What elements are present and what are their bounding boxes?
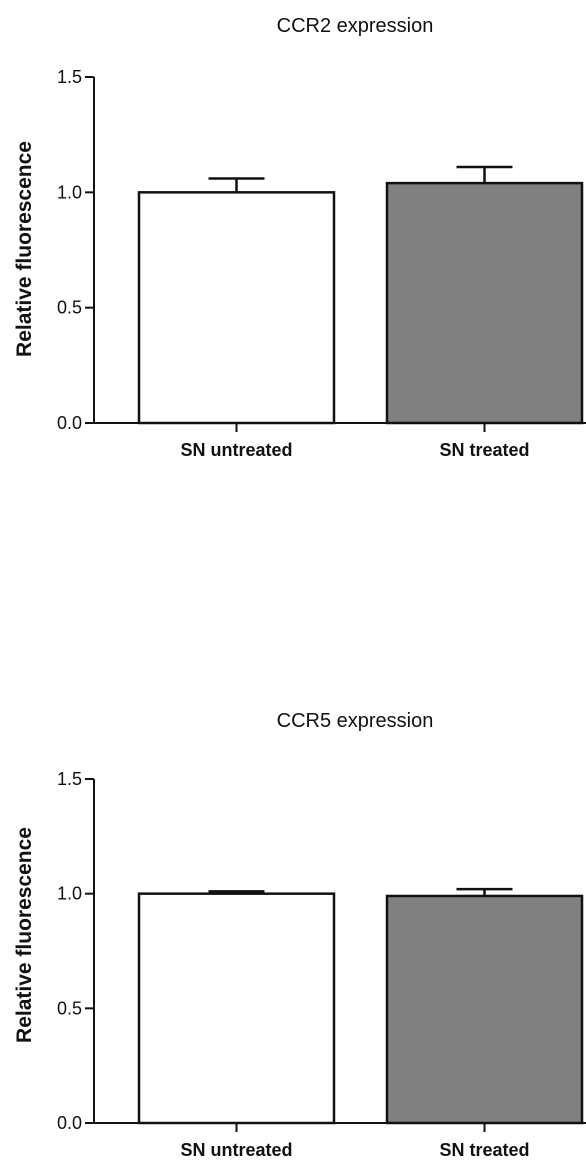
x-tick-label: SN untreated bbox=[180, 440, 292, 460]
y-tick-label: 1.5 bbox=[57, 67, 82, 87]
chart-marks: 0.0 0.5 1.0 1.5 SN untreated SN treated bbox=[57, 67, 586, 460]
chart-marks: 0.0 0.5 1.0 1.5 SN untreated SN treated bbox=[57, 769, 586, 1160]
y-tick-label: 0.0 bbox=[57, 413, 82, 433]
y-axis-label: Relative fluorescence bbox=[13, 141, 36, 357]
x-tick-label: SN treated bbox=[439, 440, 529, 460]
bar bbox=[137, 892, 336, 1125]
y-tick-label: 1.5 bbox=[57, 769, 82, 789]
bar bbox=[137, 191, 336, 425]
chart-title: CCR5 expression bbox=[277, 710, 434, 732]
bar bbox=[385, 894, 584, 1125]
chart-ccr2: CCR2 expression Relative fluorescence 0.… bbox=[13, 15, 586, 460]
chart-ccr5: CCR5 expression Relative fluorescence 0.… bbox=[13, 710, 586, 1160]
y-tick-label: 1.0 bbox=[57, 182, 82, 202]
y-tick-label: 0.5 bbox=[57, 298, 82, 318]
y-axis-label: Relative fluorescence bbox=[13, 827, 36, 1043]
y-tick-label: 0.0 bbox=[57, 1113, 82, 1133]
y-tick-label: 1.0 bbox=[57, 884, 82, 904]
y-tick-label: 0.5 bbox=[57, 998, 82, 1018]
x-tick-label: SN treated bbox=[439, 1140, 529, 1160]
x-tick-label: SN untreated bbox=[180, 1140, 292, 1160]
bar bbox=[385, 181, 584, 425]
chart-title: CCR2 expression bbox=[277, 15, 434, 37]
